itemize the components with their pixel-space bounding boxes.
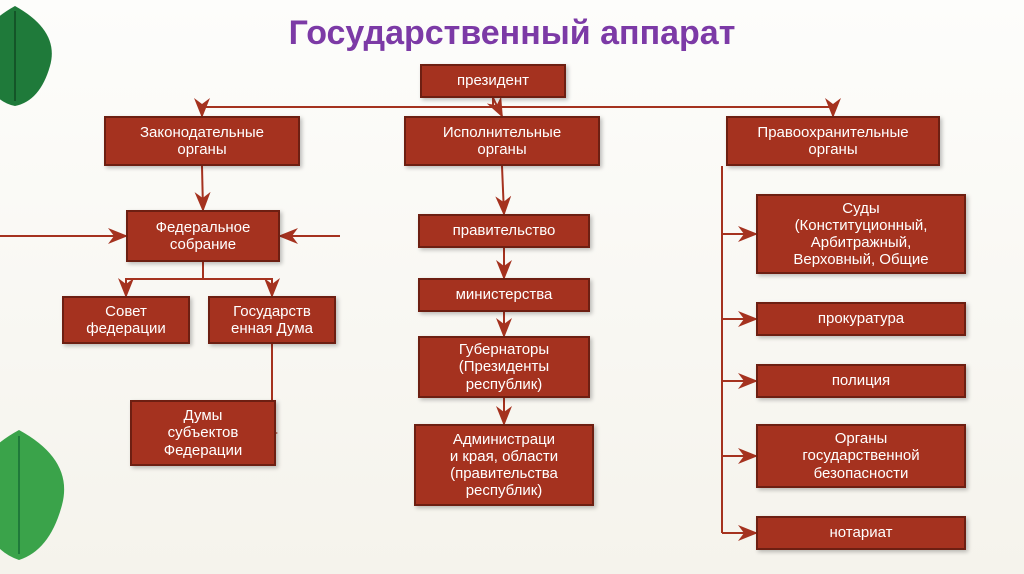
box-pravit: правительство: [418, 214, 590, 248]
box-courts: Суды (Конституционный, Арбитражный, Верх…: [756, 194, 966, 274]
box-executive: Исполнительные органы: [404, 116, 600, 166]
box-adminkr: Администраци и края, области (правительс…: [414, 424, 594, 506]
box-president: президент: [420, 64, 566, 98]
box-procur: прокуратура: [756, 302, 966, 336]
box-police: полиция: [756, 364, 966, 398]
box-fedsobr: Федеральное собрание: [126, 210, 280, 262]
box-minist: министерства: [418, 278, 590, 312]
box-dumysub: Думы субъектов Федерации: [130, 400, 276, 466]
slide: Государственный аппарат президент Законод…: [0, 0, 1024, 574]
box-legislative: Законодательные органы: [104, 116, 300, 166]
leaf-decor-bottom: [0, 430, 74, 560]
box-gosbez: Органы государственной безопасности: [756, 424, 966, 488]
box-lawenf: Правоохранительные органы: [726, 116, 940, 166]
box-sovfed: Совет федерации: [62, 296, 190, 344]
box-guber: Губернаторы (Президенты республик): [418, 336, 590, 398]
box-gosduma: Государств енная Дума: [208, 296, 336, 344]
page-title: Государственный аппарат: [0, 14, 1024, 53]
box-notariat: нотариат: [756, 516, 966, 550]
